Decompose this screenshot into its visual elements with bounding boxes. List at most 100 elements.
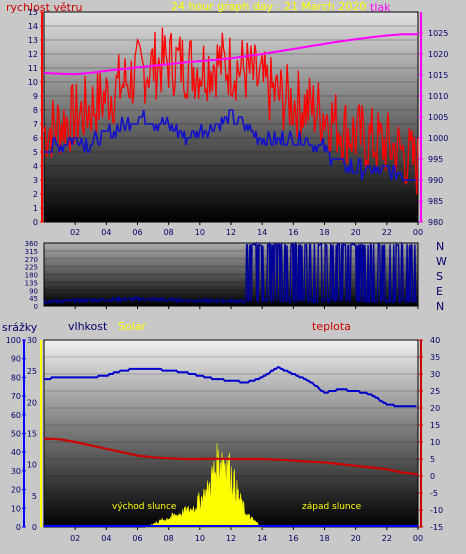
temp-tick-label: -15 xyxy=(430,523,443,532)
temperature-line xyxy=(43,437,419,476)
gust-line xyxy=(43,27,419,195)
wind-tick-label: 3 xyxy=(33,176,38,185)
rain-tick-label: 90 xyxy=(11,355,21,364)
x-tick-label: 04 xyxy=(101,228,111,237)
x-tick-label: 12 xyxy=(226,228,236,237)
pressure-tick-label: 1015 xyxy=(428,71,448,80)
compass-label: S xyxy=(436,270,443,283)
x-tick-label: 14 xyxy=(257,534,267,543)
wind-tick-label: 8 xyxy=(33,106,38,115)
pressure-tick-label: 985 xyxy=(428,197,443,206)
chart-title: 24 hour graph day : 21 March 2020 xyxy=(171,0,366,13)
temp-series xyxy=(43,366,419,528)
temp-tick-label: 20 xyxy=(430,404,440,413)
wind-tick-label: 0 xyxy=(33,218,38,227)
solar-tick-label: 30 xyxy=(27,336,37,345)
temp-tick-label: -5 xyxy=(430,489,438,498)
direction-tick-label: 360 xyxy=(25,240,38,248)
pressure-axis-ticks: 980 985 990 995 1000 1005 1010 1015 1020 1025 xyxy=(418,12,448,227)
x-tick-label: 00 xyxy=(413,228,423,237)
x-tick-label: 06 xyxy=(132,534,142,543)
x-tick-label: 22 xyxy=(382,534,392,543)
solar-tick-label: 10 xyxy=(27,461,37,470)
rain-tick-label: 30 xyxy=(11,467,21,476)
wind-tick-label: 2 xyxy=(33,190,38,199)
direction-tick-label: 90 xyxy=(29,287,38,295)
compass-label: N xyxy=(436,300,444,313)
wind-tick-label: 6 xyxy=(33,134,38,143)
direction-x-ticks xyxy=(74,306,419,309)
solar-tick-label: 25 xyxy=(27,367,37,376)
wind-tick-label: 5 xyxy=(33,148,38,157)
rain-tick-label: 10 xyxy=(11,504,21,513)
wind-tick-label: 7 xyxy=(33,120,38,129)
x-tick-label: 06 xyxy=(132,228,142,237)
wind-tick-label: 14 xyxy=(28,22,38,31)
rain-tick-label: 70 xyxy=(11,392,21,401)
x-tick-label: 18 xyxy=(319,228,329,237)
temp-tick-label: 5 xyxy=(430,455,435,464)
rain-tick-label: 80 xyxy=(11,373,21,382)
humidity-label: vlhkost xyxy=(68,320,108,333)
pressure-tick-label: 1000 xyxy=(428,134,448,143)
wind-axis-label: rychlost větru xyxy=(6,1,82,14)
temp-tick-label: 10 xyxy=(430,438,440,447)
temp-tick-label: 15 xyxy=(430,421,440,430)
wind-direction-line xyxy=(43,241,418,305)
wind-x-ticks: 02 04 06 08 10 12 14 16 18 20 22 00 xyxy=(70,222,423,237)
temp-tick-label: -10 xyxy=(430,506,443,515)
wind-tick-label: 15 xyxy=(28,8,38,17)
pressure-axis-label: tlak xyxy=(370,1,391,14)
pressure-tick-label: 1005 xyxy=(428,113,448,122)
rain-tick-label: 100 xyxy=(6,336,21,345)
x-tick-label: 20 xyxy=(351,534,361,543)
solar-tick-label: 0 xyxy=(32,523,37,532)
temp-x-ticks: 02 04 06 08 10 12 14 16 18 20 22 00 xyxy=(70,527,423,543)
x-tick-label: 14 xyxy=(257,228,267,237)
average-wind-line xyxy=(44,109,417,181)
temp-axis-ticks: -15 -10 -5 0 5 10 15 20 25 30 35 40 xyxy=(418,336,443,532)
rain-tick-label: 0 xyxy=(16,523,21,532)
solar-tick-label: 15 xyxy=(27,430,37,439)
direction-tick-label: 45 xyxy=(29,295,38,303)
solar-area xyxy=(145,442,263,528)
direction-tick-label: 0 xyxy=(34,303,38,311)
wind-tick-label: 4 xyxy=(33,162,38,171)
pressure-tick-label: 995 xyxy=(428,155,443,164)
wind-series xyxy=(43,27,419,195)
x-tick-label: 02 xyxy=(70,228,80,237)
compass-label: W xyxy=(436,255,447,268)
rain-tick-label: 60 xyxy=(11,411,21,420)
compass-label: N xyxy=(436,240,444,253)
solar-tick-label: 5 xyxy=(32,492,37,501)
wind-tick-label: 12 xyxy=(28,50,38,59)
direction-tick-label: 225 xyxy=(25,264,38,272)
solar-axis-ticks: 0 5 10 15 20 25 30 xyxy=(27,336,42,532)
wind-tick-label: 11 xyxy=(28,64,38,73)
x-tick-label: 18 xyxy=(319,534,329,543)
rain-axis-label: srážky xyxy=(2,321,38,334)
wind-tick-label: 1 xyxy=(33,204,38,213)
pressure-tick-label: 1020 xyxy=(428,50,448,59)
humidity-line xyxy=(44,366,417,408)
sunset-annotation: západ slunce xyxy=(302,502,362,512)
pressure-tick-label: 990 xyxy=(428,176,443,185)
direction-series xyxy=(43,241,418,305)
x-tick-label: 10 xyxy=(195,534,205,543)
temp-tick-label: 0 xyxy=(430,472,435,481)
x-tick-label: 16 xyxy=(288,228,298,237)
x-tick-label: 08 xyxy=(164,228,174,237)
rain-axis-ticks: 0 10 20 30 40 50 60 70 80 90 100 xyxy=(6,336,26,532)
solar-tick-label: 20 xyxy=(27,398,37,407)
pressure-tick-label: 1010 xyxy=(428,92,448,101)
temp-tick-label: 40 xyxy=(430,336,440,345)
wind-tick-label: 13 xyxy=(28,36,38,45)
rain-tick-label: 20 xyxy=(11,486,21,495)
direction-tick-label: 180 xyxy=(25,272,38,280)
